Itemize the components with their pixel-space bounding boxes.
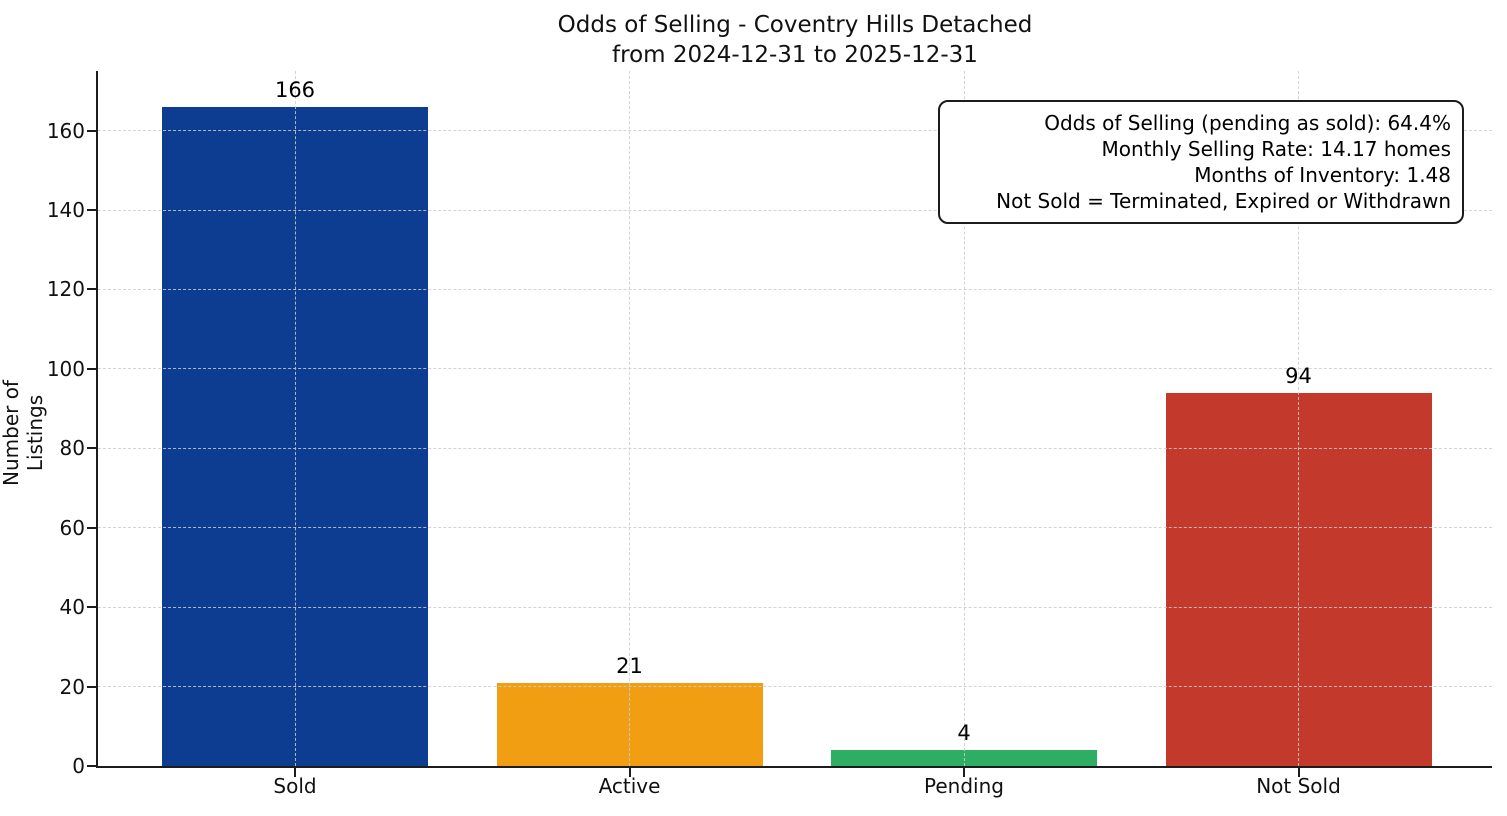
x-tick-label-pending: Pending xyxy=(924,774,1004,798)
y-tick-mark xyxy=(87,526,96,529)
x-tick-label-not-sold: Not Sold xyxy=(1256,774,1341,798)
chart-title-line1: Odds of Selling - Coventry Hills Detache… xyxy=(557,12,1033,38)
y-tick-label: 160 xyxy=(46,118,85,143)
x-tick-mark xyxy=(628,768,631,777)
x-tick-label-active: Active xyxy=(598,774,661,798)
stats-line: Monthly Selling Rate: 14.17 homes xyxy=(1101,137,1451,161)
y-tick-mark xyxy=(87,606,96,609)
y-tick-label: 140 xyxy=(46,198,85,222)
bar-value-pending: 4 xyxy=(957,721,971,746)
y-tick-label: 60 xyxy=(59,515,85,540)
bar-sold xyxy=(162,106,428,766)
chart-title: Odds of Selling - Coventry Hills Detache… xyxy=(98,10,1492,70)
y-tick-mark xyxy=(87,685,96,688)
bar-pending xyxy=(831,750,1097,766)
y-tick-mark xyxy=(87,129,96,132)
bar-not-sold xyxy=(1165,392,1432,766)
bar-value-sold: 166 xyxy=(274,77,316,102)
y-tick-label: 0 xyxy=(72,754,85,778)
y-tick-label: 20 xyxy=(59,674,85,699)
y-tick-mark xyxy=(87,447,96,450)
x-tick-mark xyxy=(1297,768,1300,777)
bar-active xyxy=(496,682,763,766)
y-tick-mark xyxy=(87,367,96,370)
y-tick-label: 80 xyxy=(59,436,85,461)
x-tick-mark xyxy=(294,768,296,777)
y-tick-mark xyxy=(87,209,96,211)
x-tick-mark xyxy=(963,768,965,777)
y-tick-label: 100 xyxy=(46,356,85,381)
y-tick-label: 120 xyxy=(46,277,85,302)
stats-line: Not Sold = Terminated, Expired or Withdr… xyxy=(996,189,1451,213)
y-axis-spine xyxy=(96,71,98,766)
chart-title-line2: from 2024-12-31 to 2025-12-31 xyxy=(612,42,978,68)
y-tick-mark xyxy=(87,765,96,767)
bar-value-not-sold: 94 xyxy=(1285,363,1312,388)
stats-line: Months of Inventory: 1.48 xyxy=(1194,163,1451,187)
stats-annotation-box: Odds of Selling (pending as sold): 64.4%… xyxy=(938,100,1464,224)
stats-line: Odds of Selling (pending as sold): 64.4% xyxy=(1044,111,1451,135)
bar-value-active: 21 xyxy=(616,653,643,678)
y-tick-mark xyxy=(87,288,96,291)
x-tick-label-sold: Sold xyxy=(273,774,317,798)
x-axis-spine xyxy=(96,766,1492,768)
y-tick-label: 40 xyxy=(59,595,85,620)
plot-area: Odds of Selling (pending as sold): 64.4%… xyxy=(47,71,1492,798)
